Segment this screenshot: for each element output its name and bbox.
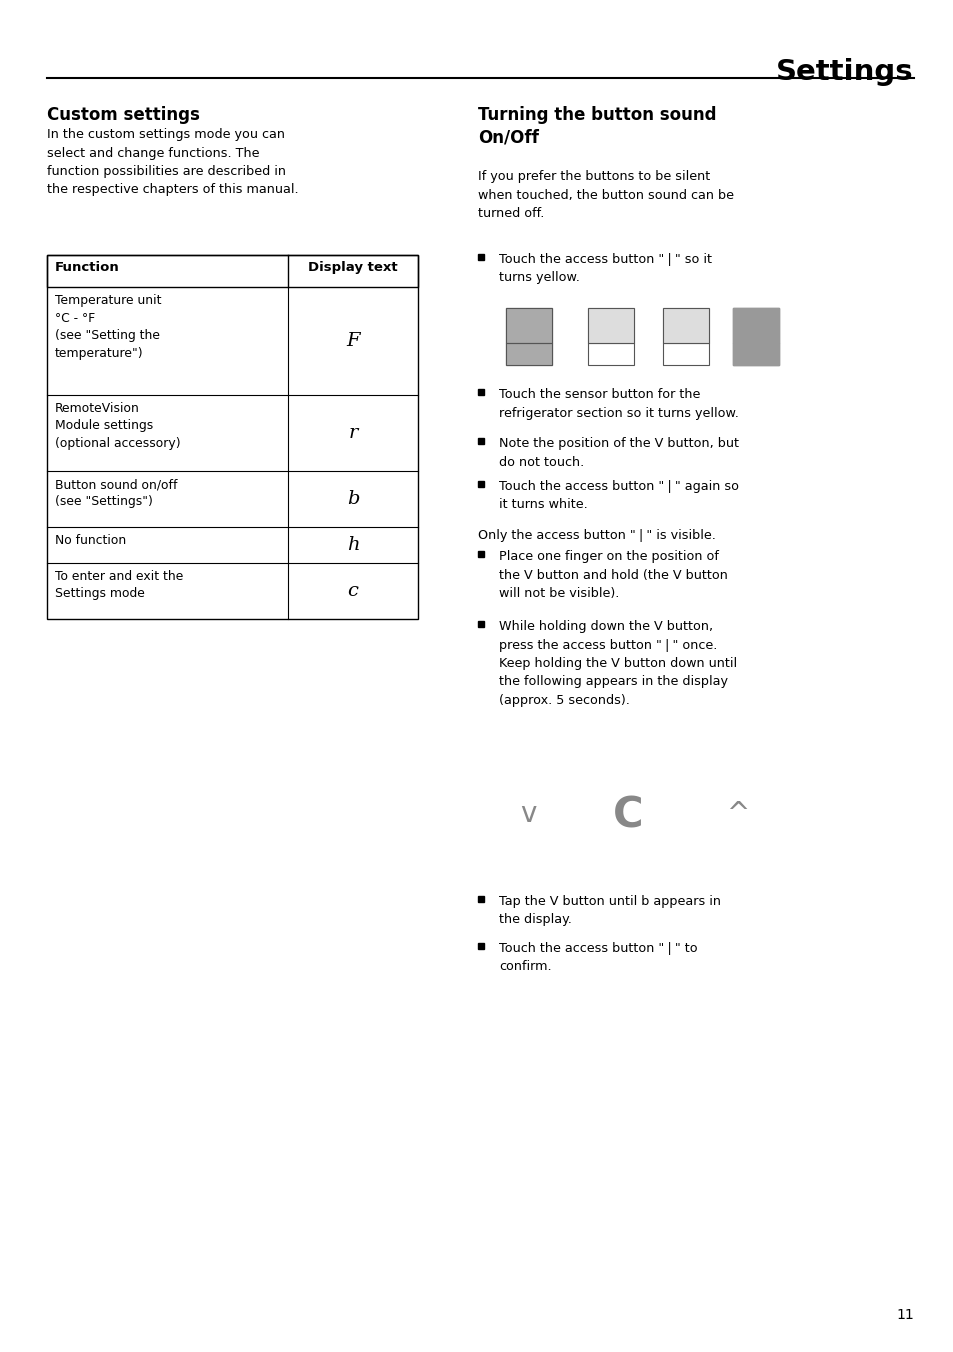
Bar [587, 308, 634, 343]
Bar [47, 256, 417, 287]
Text: C: C [612, 795, 642, 837]
Text: 11: 11 [895, 1307, 913, 1322]
Text: Tap the V button until b appears in
the display.: Tap the V button until b appears in the … [498, 895, 720, 926]
Text: Place one finger on the position of
the V button and hold (the V button
will not: Place one finger on the position of the … [498, 550, 727, 600]
Bar [732, 343, 779, 365]
Text: ^: ^ [725, 800, 749, 827]
Text: Note the position of the V button, but
do not touch.: Note the position of the V button, but d… [498, 437, 739, 469]
Bar [477, 621, 483, 627]
Bar [477, 389, 483, 395]
Bar [662, 343, 708, 365]
Bar [662, 308, 708, 343]
Text: r: r [348, 425, 357, 442]
Bar [587, 308, 634, 343]
Text: F: F [346, 333, 359, 350]
Bar [587, 343, 634, 365]
Text: Button sound on/off
(see "Settings"): Button sound on/off (see "Settings") [55, 479, 177, 508]
Bar [732, 343, 779, 365]
Bar [477, 896, 483, 902]
Text: To enter and exit the
Settings mode: To enter and exit the Settings mode [55, 571, 183, 600]
Bar [505, 308, 552, 343]
Text: Temperature unit
°C - °F
(see "Setting the
temperature"): Temperature unit °C - °F (see "Setting t… [55, 293, 161, 360]
Text: v: v [519, 800, 536, 827]
Text: Touch the sensor button for the
refrigerator section so it turns yellow.: Touch the sensor button for the refriger… [498, 388, 739, 419]
Bar [505, 308, 552, 343]
Bar [662, 308, 708, 343]
Text: Turning the button sound
On/Off: Turning the button sound On/Off [477, 105, 716, 147]
Text: b: b [346, 489, 359, 508]
Bar [662, 343, 708, 365]
Text: No function: No function [55, 534, 126, 548]
Text: Touch the access button "❘" to
confirm.: Touch the access button "❘" to confirm. [498, 942, 697, 973]
Text: Function: Function [55, 261, 120, 274]
Text: Touch the access button "❘" so it
turns yellow.: Touch the access button "❘" so it turns … [498, 253, 711, 284]
Bar [477, 254, 483, 260]
Text: Touch the access button "❘" again so
it turns white.: Touch the access button "❘" again so it … [498, 480, 739, 511]
Bar [47, 256, 417, 619]
Text: RemoteVision
Module settings
(optional accessory): RemoteVision Module settings (optional a… [55, 402, 180, 450]
Bar [505, 343, 552, 365]
Bar [477, 942, 483, 949]
Text: While holding down the V button,
press the access button "❘" once.
Keep holding : While holding down the V button, press t… [498, 621, 737, 707]
Text: If you prefer the buttons to be silent
when touched, the button sound can be
tur: If you prefer the buttons to be silent w… [477, 170, 733, 220]
Text: c: c [347, 581, 358, 600]
Bar [505, 343, 552, 365]
Bar [732, 308, 779, 343]
Bar [732, 308, 779, 343]
Bar [732, 343, 779, 365]
Text: Custom settings: Custom settings [47, 105, 200, 124]
Bar [477, 552, 483, 557]
Bar [477, 438, 483, 443]
Text: In the custom settings mode you can
select and change functions. The
function po: In the custom settings mode you can sele… [47, 128, 298, 196]
Bar [732, 308, 779, 343]
Text: h: h [346, 535, 359, 554]
Text: Only the access button "❘" is visible.: Only the access button "❘" is visible. [477, 529, 715, 542]
Bar [587, 343, 634, 365]
Text: Settings: Settings [776, 58, 913, 87]
Bar [477, 481, 483, 487]
Text: Display text: Display text [308, 261, 397, 274]
